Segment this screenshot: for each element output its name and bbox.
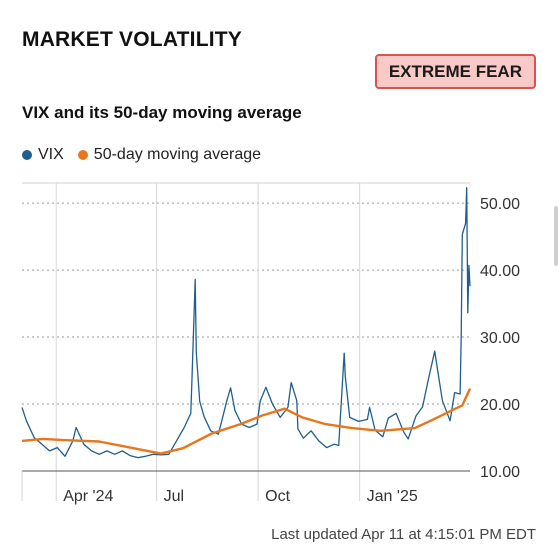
x-tick-label: Apr '24 xyxy=(63,488,113,505)
x-tick-label: Jul xyxy=(164,488,184,505)
x-tick-label: Oct xyxy=(265,488,290,505)
chart-title: VIX and its 50-day moving average xyxy=(22,103,302,122)
status-badge: EXTREME FEAR xyxy=(374,54,536,89)
vix-line xyxy=(21,187,471,459)
y-tick-label: 30.00 xyxy=(480,330,520,347)
legend-item-vix[interactable]: VIX xyxy=(22,146,64,164)
chart-legend: VIX 50-day moving average xyxy=(22,146,261,164)
legend-item-moving-average[interactable]: 50-day moving average xyxy=(77,146,262,164)
vix-chart[interactable]: 50.00 40.00 30.00 20.00 10.00 Apr '24 Jul Oct Ja… xyxy=(0,0,560,515)
scrollbar[interactable] xyxy=(554,206,558,266)
legend-label-vix: VIX xyxy=(38,146,64,163)
moving-average-legend-dot xyxy=(77,150,88,160)
y-tick-label: 20.00 xyxy=(480,397,520,414)
y-tick-label: 50.00 xyxy=(480,196,520,213)
moving-average-line xyxy=(21,388,472,455)
vix-legend-dot xyxy=(22,150,32,160)
x-tick-label: Jan '25 xyxy=(367,488,418,505)
y-tick-label: 40.00 xyxy=(480,263,520,280)
card-title: MARKET VOLATILITY xyxy=(22,28,242,51)
last-updated-text: Last updated Apr 11 at 4:15:01 PM EDT xyxy=(271,526,536,543)
y-tick-label: 10.00 xyxy=(480,464,520,481)
legend-label-moving-average: 50-day moving average xyxy=(93,146,262,163)
